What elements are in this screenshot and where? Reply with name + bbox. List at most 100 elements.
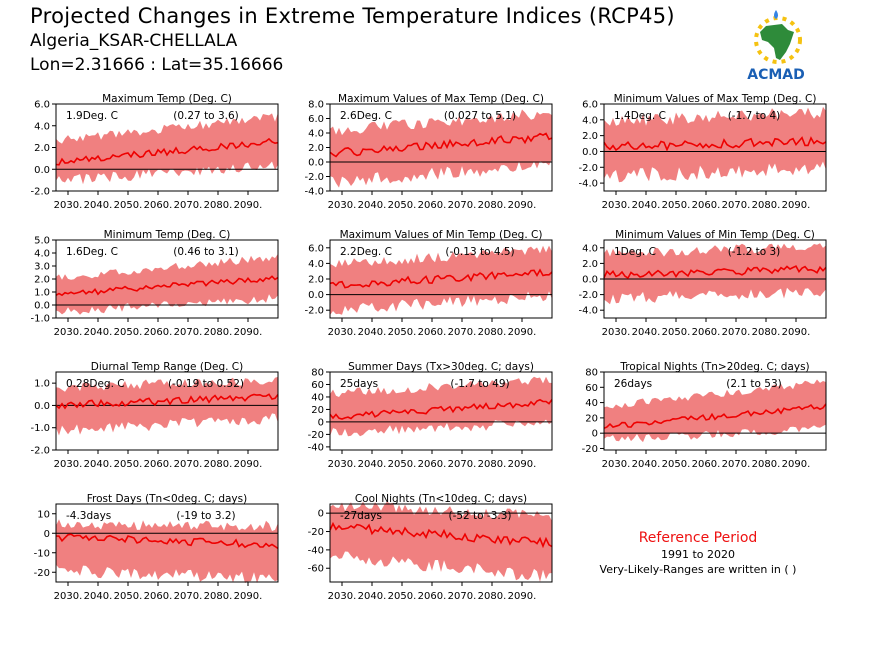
y-tick-label: 6.0 <box>308 114 324 125</box>
mean-change-label: 26days <box>614 378 652 390</box>
y-tick-label: -2.0 <box>30 187 50 198</box>
y-tick-label: 2.0 <box>582 259 598 270</box>
mean-change-label: 1.9Deg. C <box>66 110 118 122</box>
chart-title: Minimum Values of Min Temp (Deg. C) <box>615 229 815 241</box>
chart-title: Maximum Temp (Deg. C) <box>102 93 232 105</box>
likely-range-label: (0.027 to 5.1) <box>444 110 516 122</box>
x-tick-label: 2080. <box>478 459 507 470</box>
y-tick-label: -40 <box>308 545 324 556</box>
chart-panel: -20 -10 0 10 2030. 2040. 2050. 2060. 2070. 2080. 2… <box>34 493 279 602</box>
x-tick-label: 2070. <box>448 459 477 470</box>
y-tick-label: -20 <box>34 568 50 579</box>
x-tick-label: 2080. <box>752 200 781 211</box>
x-tick-label: 2060. <box>144 200 173 211</box>
x-tick-label: 2090. <box>508 327 537 338</box>
y-tick-label: 4.0 <box>34 121 50 132</box>
y-tick-label: -10 <box>34 548 50 559</box>
x-tick-label: 2090. <box>782 459 811 470</box>
mean-line <box>55 393 279 410</box>
y-tick-label: 4.0 <box>582 243 598 254</box>
range-band <box>604 243 826 305</box>
x-tick-label: 2080. <box>478 591 507 602</box>
x-tick-label: 2060. <box>144 327 173 338</box>
x-tick-label: 2080. <box>478 200 507 211</box>
x-tick-label: 2070. <box>722 459 751 470</box>
x-tick-label: 2060. <box>418 200 447 211</box>
y-tick-label: 2.0 <box>308 275 324 286</box>
y-tick-label: 0.0 <box>582 147 598 158</box>
mean-line <box>55 275 279 297</box>
x-tick-label: 2040. <box>632 327 661 338</box>
x-tick-label: 2040. <box>632 459 661 470</box>
range-band <box>604 106 826 183</box>
y-tick-label: 60 <box>311 380 324 391</box>
mean-change-label: 25days <box>340 378 378 390</box>
likely-range-label: (0.46 to 3.1) <box>173 246 239 258</box>
x-tick-label: 2050. <box>662 200 691 211</box>
reference-period-note: Very-Likely-Ranges are written in ( ) <box>599 563 797 576</box>
y-tick-label: -2.0 <box>30 446 50 457</box>
mean-change-label: 0.28Deg. C <box>66 378 125 390</box>
x-tick-label: 2050. <box>114 591 143 602</box>
x-tick-label: 2030. <box>328 200 357 211</box>
likely-range-label: (-1.2 to 3) <box>728 246 781 258</box>
y-tick-label: 1.0 <box>34 379 50 390</box>
mean-change-label: -27days <box>340 510 382 522</box>
range-band <box>56 519 278 584</box>
x-tick-label: 2090. <box>234 459 263 470</box>
x-tick-label: 2090. <box>234 200 263 211</box>
x-tick-label: 2050. <box>388 459 417 470</box>
y-tick-label: 0.0 <box>582 275 598 286</box>
x-tick-label: 2070. <box>174 591 203 602</box>
chart-panel: -4.0 -2.0 0.0 2.0 4.0 2030. 2040. 2050. 2060. 207… <box>578 229 827 338</box>
likely-range-label: (0.27 to 3.6) <box>173 110 239 122</box>
likely-range-label: (-0.19 to 0.52) <box>168 378 244 390</box>
likely-range-label: (2.1 to 53) <box>726 378 781 390</box>
mean-change-label: 1.6Deg. C <box>66 246 118 258</box>
range-band <box>56 376 278 436</box>
y-tick-label: -20 <box>308 430 324 441</box>
x-tick-label: 2030. <box>328 459 357 470</box>
plot-frame <box>55 371 279 451</box>
likely-range-label: (-52 to -3.3) <box>448 510 511 522</box>
acmad-logo: ACMAD <box>747 10 805 83</box>
chart-panel: -4.0 -2.0 0.0 2.0 4.0 6.0 2030. 2040. 2050. 2060.… <box>578 93 827 211</box>
y-tick-label: 2.0 <box>34 275 50 286</box>
x-tick-label: 2070. <box>174 459 203 470</box>
chart-panel: -20 0 20 40 60 80 2030. 2040. 2050. 2060. 2070. 208… <box>582 361 827 470</box>
chart-title: Summer Days (Tx>30deg. C; days) <box>348 361 534 373</box>
x-tick-label: 2050. <box>662 459 691 470</box>
y-tick-label: -4.0 <box>578 179 598 190</box>
x-tick-label: 2080. <box>478 327 507 338</box>
page-title: Projected Changes in Extreme Temperature… <box>30 4 675 28</box>
y-tick-label: -20 <box>308 527 324 538</box>
x-tick-label: 2050. <box>388 327 417 338</box>
sun-icon <box>754 16 802 64</box>
mean-line <box>329 268 553 289</box>
x-tick-label: 2050. <box>114 327 143 338</box>
y-tick-label: 6.0 <box>582 100 598 111</box>
x-tick-label: 2040. <box>358 200 387 211</box>
range-band <box>330 245 552 316</box>
x-tick-label: 2060. <box>418 591 447 602</box>
chart-title: Frost Days (Tn<0deg. C; days) <box>87 493 247 505</box>
x-tick-label: 2080. <box>204 200 233 211</box>
chart-title: Minimum Temp (Deg. C) <box>104 229 231 241</box>
x-tick-label: 2050. <box>114 200 143 211</box>
y-tick-label: -2.0 <box>304 172 324 183</box>
y-tick-label: 20 <box>585 413 598 424</box>
y-tick-label: 60 <box>585 383 598 394</box>
mean-line <box>329 398 553 420</box>
mean-change-label: 2.6Deg. C <box>340 110 392 122</box>
chart-title: Maximum Values of Min Temp (Deg. C) <box>340 229 543 241</box>
x-tick-label: 2070. <box>448 591 477 602</box>
y-tick-label: -2.0 <box>578 163 598 174</box>
x-tick-label: 2090. <box>234 591 263 602</box>
x-tick-label: 2030. <box>602 459 631 470</box>
mean-line <box>603 265 827 280</box>
x-tick-label: 2030. <box>328 327 357 338</box>
y-tick-label: 80 <box>311 368 324 379</box>
x-tick-label: 2030. <box>54 327 83 338</box>
